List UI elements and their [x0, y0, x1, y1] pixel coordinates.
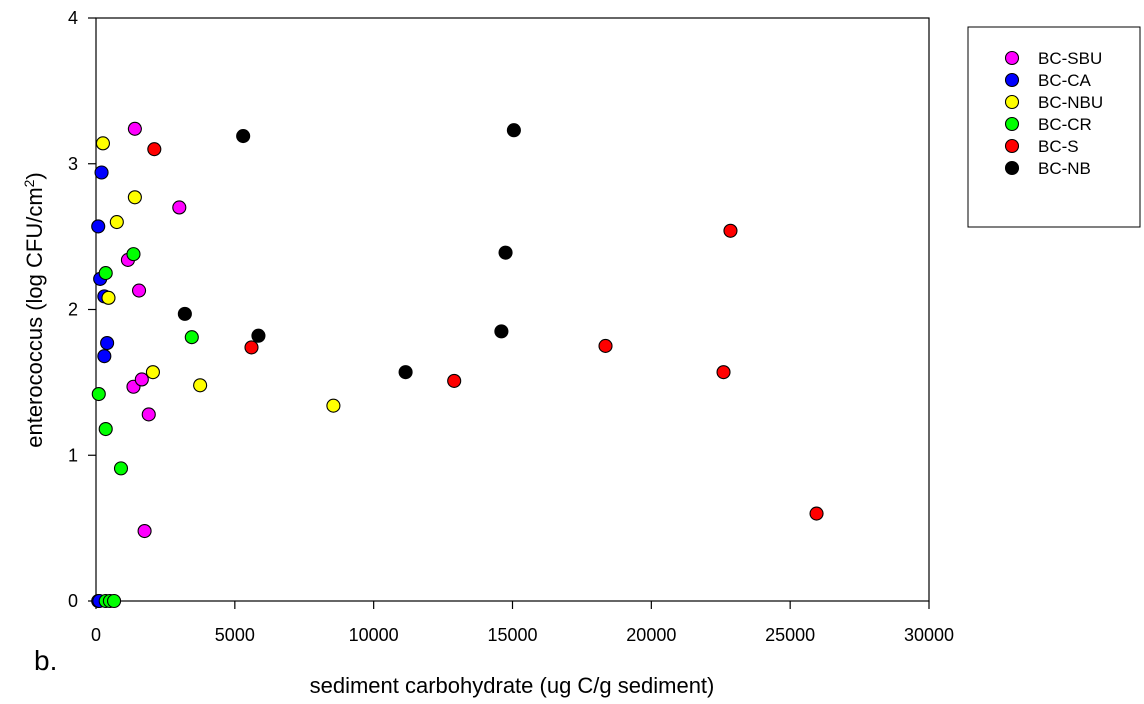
x-tick-label: 20000	[626, 625, 676, 645]
data-point-bc-s	[598, 338, 613, 353]
data-point-bc-cr	[98, 421, 113, 437]
data-point-bc-sbu	[127, 121, 142, 136]
data-point-bc-s	[716, 365, 731, 380]
x-tick-label: 15000	[487, 625, 537, 645]
legend-label-bc-s: BC-S	[1038, 137, 1079, 156]
axis-ticks: 0 5000 10000 15000 20000 25000 30000 0 1 2 3 4	[68, 8, 954, 645]
data-point-bc-sbu	[131, 283, 147, 298]
legend-marker-bc-sbu	[1004, 50, 1020, 66]
x-tick-label: 25000	[765, 625, 815, 645]
data-point-bc-sbu	[134, 372, 149, 387]
data-point-bc-nb	[398, 365, 413, 380]
legend-marker-bc-cr	[1004, 116, 1020, 132]
data-point-bc-s	[147, 142, 162, 157]
panel-label: b.	[34, 645, 57, 676]
legend-label-bc-cr: BC-CR	[1038, 115, 1092, 134]
legend-label-bc-sbu: BC-SBU	[1038, 49, 1102, 68]
data-point-bc-s	[447, 373, 462, 388]
data-point-bc-s	[723, 223, 738, 238]
y-axis-title-close: )	[22, 172, 47, 179]
data-point-bc-cr	[113, 461, 129, 476]
data-point-bc-ca	[91, 219, 106, 234]
data-point-bc-cr	[184, 330, 199, 345]
x-tick-label: 30000	[904, 625, 954, 645]
data-point-bc-nbu	[326, 398, 341, 413]
legend-label-bc-ca: BC-CA	[1038, 71, 1092, 90]
data-point-bc-nbu	[95, 136, 110, 151]
data-point-bc-ca	[94, 165, 109, 180]
data-point-bc-nb	[494, 324, 509, 339]
legend-label-bc-nbu: BC-NBU	[1038, 93, 1103, 112]
data-point-bc-cr	[106, 593, 122, 609]
y-axis-title: enterococcus (log CFU/cm2)	[21, 172, 47, 448]
data-point-bc-cr	[91, 386, 106, 402]
legend-marker-bc-nb	[1004, 160, 1020, 176]
data-point-bc-ca	[97, 349, 112, 364]
legend-label-bc-nb: BC-NB	[1038, 159, 1091, 178]
data-point-bc-nb	[236, 129, 251, 144]
x-tick-label: 5000	[215, 625, 255, 645]
x-tick-label: 0	[91, 625, 101, 645]
data-points	[91, 121, 824, 609]
data-point-bc-ca	[100, 335, 115, 351]
y-axis-title-main: enterococcus (log CFU/cm	[22, 187, 47, 447]
y-tick-label: 0	[68, 591, 78, 611]
data-point-bc-sbu	[172, 200, 187, 215]
legend-box	[967, 26, 1141, 228]
y-tick-label: 4	[68, 8, 78, 28]
y-tick-label: 1	[68, 445, 78, 465]
legend-marker-bc-s	[1004, 138, 1020, 154]
legend: BC-SBU BC-CA BC-NBU BC-CR BC-S BC-NB	[967, 26, 1141, 228]
y-axis-title-superscript: 2	[21, 179, 37, 187]
data-point-bc-nb	[251, 328, 266, 343]
data-point-bc-nbu	[127, 190, 142, 205]
data-point-bc-cr	[126, 247, 141, 262]
data-point-bc-cr	[98, 266, 113, 281]
data-point-bc-nbu	[101, 290, 116, 305]
legend-marker-bc-ca	[1004, 72, 1020, 88]
data-point-bc-s	[809, 506, 824, 521]
data-point-bc-nbu	[145, 365, 160, 380]
y-tick-label: 3	[68, 154, 78, 174]
data-point-bc-nb	[498, 245, 513, 260]
data-point-bc-s	[244, 340, 259, 355]
y-tick-label: 2	[68, 300, 78, 320]
x-tick-label: 10000	[349, 625, 399, 645]
legend-marker-bc-nbu	[1004, 94, 1020, 110]
data-point-bc-nbu	[109, 215, 124, 230]
x-axis-title: sediment carbohydrate (ug C/g sediment)	[310, 673, 715, 698]
data-point-bc-nb	[177, 306, 192, 321]
data-point-bc-sbu	[141, 407, 156, 422]
data-point-bc-nbu	[193, 378, 208, 393]
legend-items: BC-SBU BC-CA BC-NBU BC-CR BC-S BC-NB	[1004, 49, 1103, 178]
data-point-bc-nb	[506, 123, 521, 138]
data-point-bc-sbu	[137, 523, 152, 539]
